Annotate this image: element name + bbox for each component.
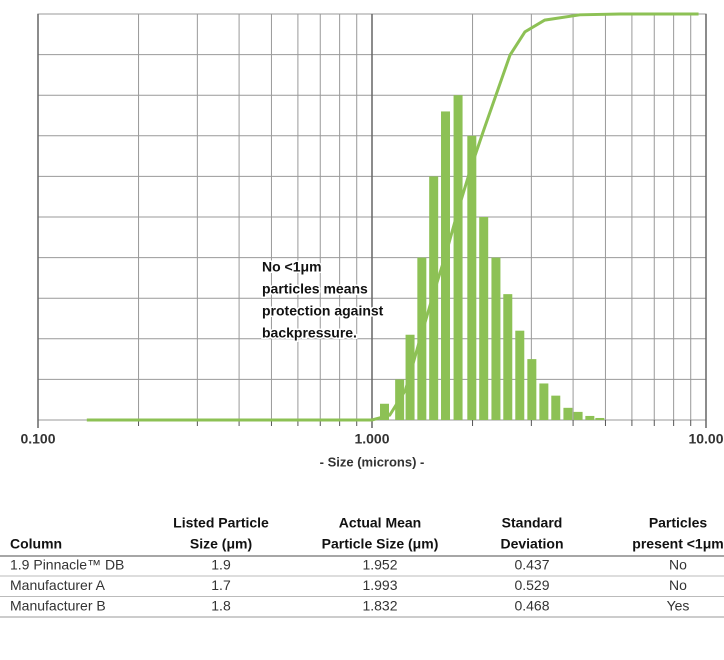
table-cell: 1.832 [362, 598, 397, 614]
column-header: Deviation [500, 536, 563, 552]
annotation: protection against [262, 303, 384, 319]
bar [380, 403, 390, 420]
x-axis-label: - Size (microns) - [320, 454, 425, 469]
column-header: Size (μm) [190, 536, 252, 552]
bar [573, 411, 583, 420]
table-cell: Manufacturer A [10, 577, 106, 593]
bar [503, 294, 513, 420]
table-cell: No [669, 577, 687, 593]
bar [515, 330, 525, 420]
column-header: Actual Mean [339, 515, 421, 531]
bar [441, 111, 451, 420]
table-cell: 1.7 [211, 577, 231, 593]
table-cell: 1.9 [211, 557, 231, 573]
table-cell: Manufacturer B [10, 598, 106, 614]
column-header: Particle Size (μm) [322, 536, 439, 552]
annotation: backpressure. [262, 325, 357, 341]
table-cell: 0.468 [514, 598, 549, 614]
column-header: Listed Particle [173, 515, 269, 531]
table-cell: No [669, 557, 687, 573]
bar [539, 383, 549, 420]
bar [585, 415, 595, 420]
column-header: Column [10, 536, 62, 552]
column-header: Standard [502, 515, 563, 531]
bar [491, 257, 501, 420]
table-cell: 1.8 [211, 598, 231, 614]
bar [595, 417, 605, 420]
table-cell: 1.993 [362, 577, 397, 593]
table-cell: 0.437 [514, 557, 549, 573]
column-header: present <1μm [632, 536, 723, 552]
bar [453, 95, 463, 420]
annotation: particles means [262, 281, 368, 297]
table-cell: 0.529 [514, 577, 549, 593]
x-tick-label: 10.00 [688, 431, 723, 447]
annotation: No <1μm [262, 259, 322, 275]
bar [551, 395, 561, 420]
bar [563, 407, 573, 420]
cumulative-line [86, 12, 699, 422]
table-cell: 1.9 Pinnacle™ DB [10, 557, 124, 573]
x-tick-label: 0.100 [20, 431, 55, 447]
x-tick-label: 1.000 [354, 431, 389, 447]
table-cell: 1.952 [362, 557, 397, 573]
bar [467, 135, 477, 421]
table-cell: Yes [667, 598, 690, 614]
column-header: Particles [649, 515, 708, 531]
bar [417, 257, 427, 420]
bar [479, 217, 489, 420]
bar [527, 359, 537, 420]
